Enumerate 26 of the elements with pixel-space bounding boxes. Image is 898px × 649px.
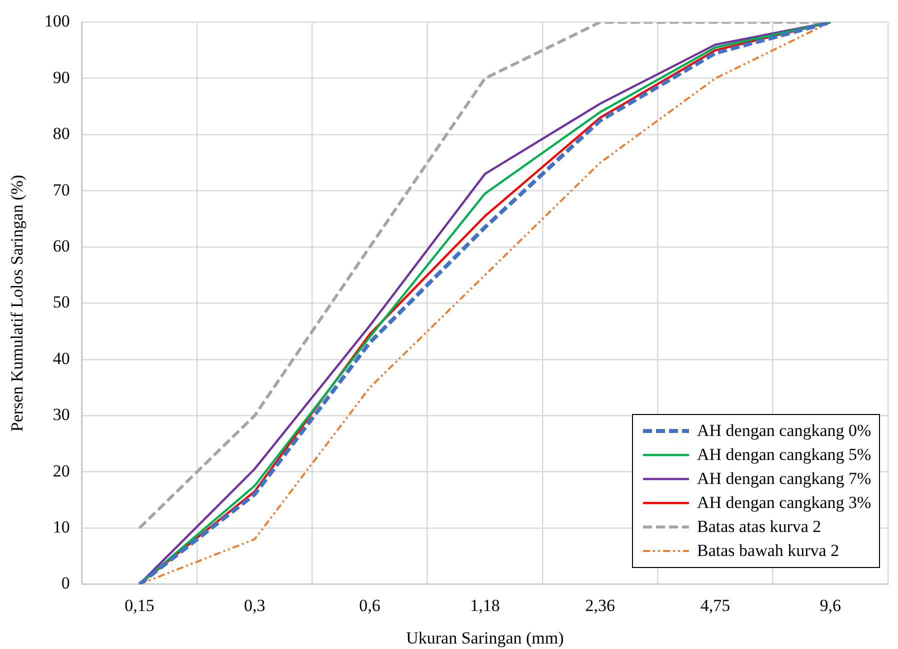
x-tick-label: 9,6 xyxy=(820,596,842,615)
legend-label: Batas atas kurva 2 xyxy=(697,517,822,538)
x-tick-label: 0,3 xyxy=(244,596,266,615)
legend-label: AH dengan cangkang 5% xyxy=(697,445,872,466)
legend-label: AH dengan cangkang 3% xyxy=(697,493,872,514)
legend-label: AH dengan cangkang 0% xyxy=(697,421,872,442)
y-tick-label: 60 xyxy=(52,236,70,256)
y-tick-label: 90 xyxy=(52,68,70,87)
x-tick-label: 0,15 xyxy=(124,596,154,615)
y-tick-label: 40 xyxy=(52,348,70,368)
legend-label: AH dengan cangkang 7% xyxy=(697,469,872,490)
y-tick-label: 80 xyxy=(52,124,70,144)
x-axis-title: Ukuran Saringan (mm) xyxy=(406,628,564,648)
y-tick-label: 0 xyxy=(61,574,70,593)
y-tick-label: 50 xyxy=(52,292,70,312)
x-tick-label: 4,75 xyxy=(700,596,730,615)
x-tick-label: 0,6 xyxy=(359,596,380,615)
y-axis-title: Persen Kumulatif Lolos Saringan (%) xyxy=(8,174,27,432)
y-tick-label: 30 xyxy=(52,405,70,424)
legend-label: Batas bawah kurva 2 xyxy=(697,541,840,562)
y-tick-label: 10 xyxy=(52,517,70,536)
x-tick-label: 1,18 xyxy=(470,596,500,615)
y-tick-label: 70 xyxy=(52,180,70,200)
y-tick-label: 20 xyxy=(52,461,70,480)
y-tick-label: 100 xyxy=(44,12,70,31)
x-tick-label: 2,36 xyxy=(585,596,615,615)
